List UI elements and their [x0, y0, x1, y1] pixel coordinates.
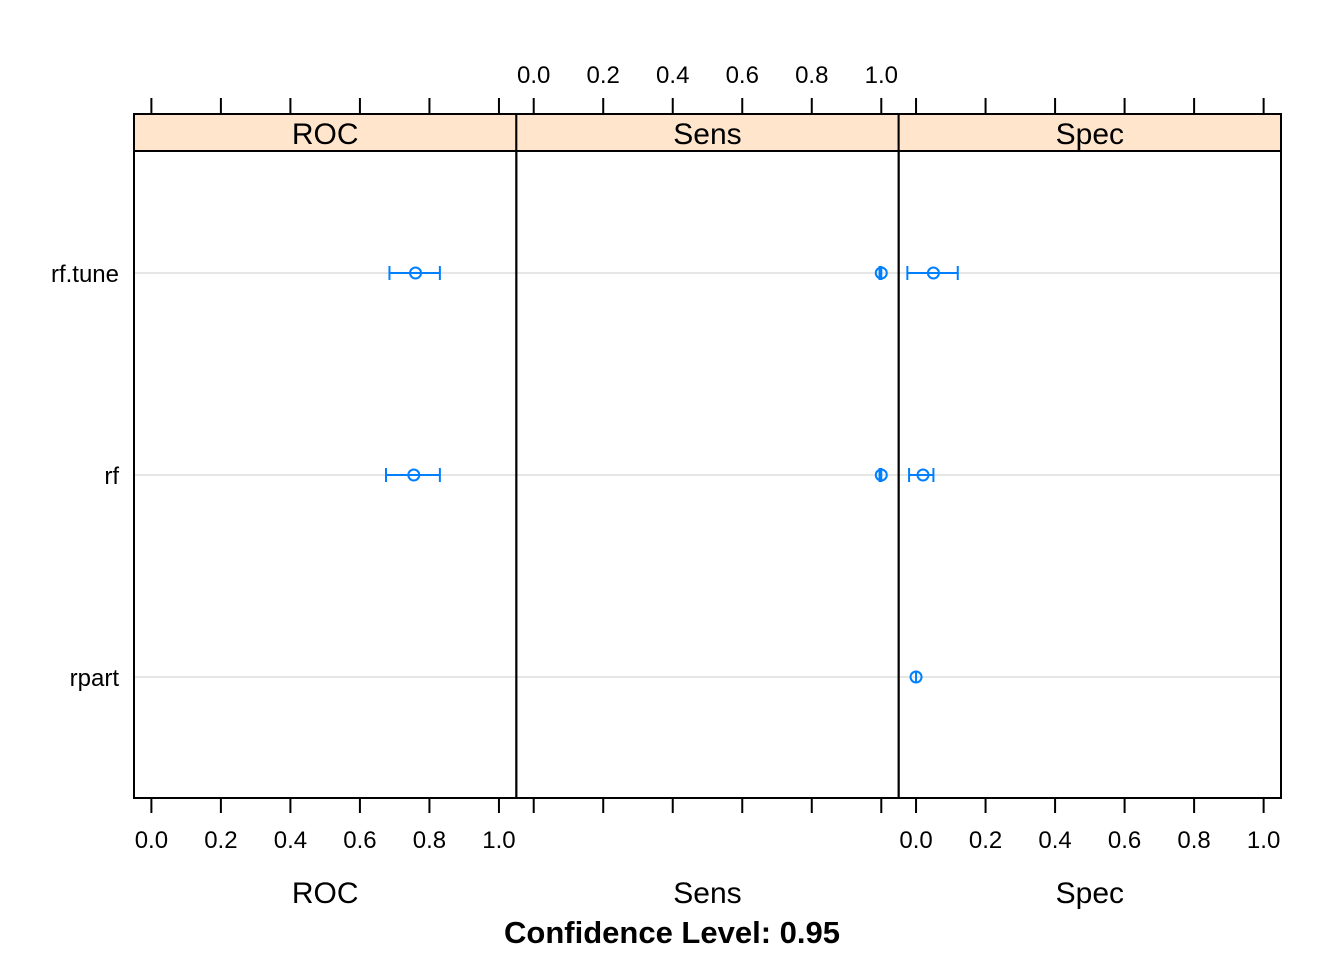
x-axis-titles: ROC Sens Spec [292, 877, 1124, 910]
tick-label-roc: 0.4 [274, 827, 307, 854]
axes: 0.0 0.2 0.4 0.6 0.8 1.0 0.0 0.2 0.4 0.6 0.8 1.0 0.0 0… [135, 62, 1281, 854]
tick-label-roc: 0.2 [204, 827, 237, 854]
estimate-point-roc-rf-tune [409, 266, 423, 280]
tick-label-sens: 0.2 [587, 62, 620, 89]
estimate-point-spec-rf [916, 468, 930, 482]
tick-label-spec: 0.0 [899, 827, 932, 854]
tick-label-roc: 1.0 [482, 827, 515, 854]
strip-label-spec: Spec [1056, 118, 1124, 151]
estimate-point-sens-rf-tune [874, 266, 888, 280]
model-label-rf: rf [104, 463, 119, 490]
model-label-rf-tune: rf.tune [51, 261, 119, 288]
estimate-point-spec-rpart [909, 670, 923, 684]
x-axis-title-roc: ROC [292, 877, 359, 910]
tick-label-sens: 0.6 [726, 62, 759, 89]
x-axis-title-sens: Sens [673, 877, 741, 910]
estimate-point-roc-rf [407, 468, 421, 482]
estimate-point-spec-rf-tune [926, 266, 940, 280]
strip-label-roc: ROC [292, 118, 359, 151]
tick-label-sens: 0.8 [795, 62, 828, 89]
model-labels: rf.tune rf rpart [51, 261, 119, 692]
tick-label-spec: 1.0 [1247, 827, 1280, 854]
chart-caption: Confidence Level: 0.95 [504, 915, 840, 950]
tick-label-spec: 0.8 [1177, 827, 1210, 854]
strip-sens [515, 113, 900, 152]
x-axis-title-spec: Spec [1056, 877, 1124, 910]
strip-spec [897, 113, 1283, 152]
estimate-point-sens-rf [874, 468, 888, 482]
tick-label-sens: 0.4 [656, 62, 689, 89]
gridlines [134, 272, 1281, 678]
tick-label-sens: 0.0 [517, 62, 550, 89]
panel-strips: ROC Sens Spec [133, 113, 1283, 152]
strip-label-sens: Sens [673, 118, 741, 151]
tick-label-roc: 0.6 [343, 827, 376, 854]
model-label-rpart: rpart [70, 665, 120, 692]
tick-label-spec: 0.4 [1038, 827, 1071, 854]
interval-marks [384, 266, 959, 684]
tick-label-spec: 0.6 [1108, 827, 1141, 854]
strip-roc [133, 113, 518, 152]
tick-label-roc: 0.8 [413, 827, 446, 854]
tick-label-roc: 0.0 [135, 827, 168, 854]
tick-label-sens: 1.0 [865, 62, 898, 89]
tick-label-spec: 0.2 [969, 827, 1002, 854]
